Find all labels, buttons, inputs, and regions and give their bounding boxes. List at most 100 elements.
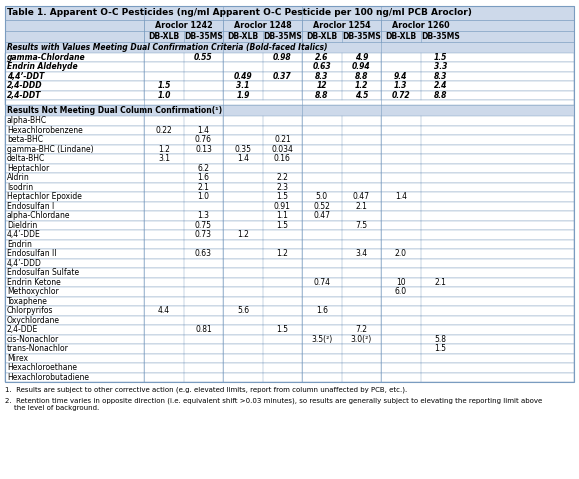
Text: Results Not Meeting Dual Column Confirmation(¹): Results Not Meeting Dual Column Confirma… [7, 106, 222, 115]
Text: beta-BHC: beta-BHC [7, 136, 43, 145]
Text: 0.034: 0.034 [272, 145, 294, 154]
Text: gamma-Chlordane: gamma-Chlordane [7, 53, 86, 62]
Text: 7.5: 7.5 [356, 221, 368, 230]
Text: 2.6: 2.6 [315, 53, 328, 62]
Text: 1.2: 1.2 [237, 230, 249, 240]
Text: Aldrin: Aldrin [7, 173, 30, 182]
Text: 1.5: 1.5 [276, 326, 288, 334]
Text: 1.3: 1.3 [394, 81, 408, 91]
Bar [5, 81, 574, 91]
Text: 0.35: 0.35 [234, 145, 251, 154]
Text: Aroclor 1242: Aroclor 1242 [155, 21, 212, 30]
Text: 9.4: 9.4 [394, 72, 408, 81]
Text: 2,4-DDE: 2,4-DDE [7, 326, 38, 334]
Text: 5.0: 5.0 [316, 193, 328, 202]
Text: 3.0(²): 3.0(²) [351, 335, 372, 344]
Bar [5, 91, 574, 100]
Text: 4,4’-DDT: 4,4’-DDT [7, 72, 45, 81]
Bar [5, 297, 574, 306]
Text: 1.2: 1.2 [158, 145, 170, 154]
Text: 0.63: 0.63 [195, 250, 212, 259]
Text: DB-XLB: DB-XLB [306, 32, 338, 41]
Text: 4,4’-DDD: 4,4’-DDD [7, 259, 42, 268]
Bar [5, 249, 574, 259]
Text: 0.47: 0.47 [313, 212, 331, 220]
Text: Endrin: Endrin [7, 240, 32, 249]
Bar [5, 221, 574, 230]
Text: DB-35MS: DB-35MS [263, 32, 302, 41]
Text: 6.0: 6.0 [395, 287, 407, 297]
Text: 5.8: 5.8 [434, 335, 446, 344]
Text: cis-Nonachlor: cis-Nonachlor [7, 335, 59, 344]
Bar [5, 325, 574, 335]
Text: 8.8: 8.8 [315, 91, 328, 100]
Bar [5, 126, 574, 135]
Text: 12: 12 [317, 81, 327, 91]
Text: 0.13: 0.13 [195, 145, 212, 154]
Text: DB-XLB: DB-XLB [228, 32, 258, 41]
Text: 0.75: 0.75 [195, 221, 212, 230]
Text: 3.1: 3.1 [158, 155, 170, 163]
Text: 4,4’-DDE: 4,4’-DDE [7, 230, 41, 240]
Text: Endosulfan II: Endosulfan II [7, 250, 56, 259]
Text: trans-Nonachlor: trans-Nonachlor [7, 344, 69, 354]
Text: 1.4: 1.4 [237, 155, 249, 163]
Text: Results with Values Meeting Dual Confirmation Criteria (Bold-faced Italics): Results with Values Meeting Dual Confirm… [7, 43, 328, 52]
Text: 0.74: 0.74 [313, 278, 331, 287]
Bar [5, 6, 574, 20]
Text: 2.4: 2.4 [434, 81, 447, 91]
Text: 2.3: 2.3 [276, 183, 288, 192]
Text: 3.3: 3.3 [434, 62, 447, 71]
Text: 1.0: 1.0 [157, 91, 171, 100]
Text: 8.8: 8.8 [434, 91, 447, 100]
Bar [5, 183, 574, 192]
Text: 2.1: 2.1 [434, 278, 446, 287]
Text: 0.63: 0.63 [313, 62, 331, 71]
Text: 4.5: 4.5 [355, 91, 368, 100]
Text: 1.2: 1.2 [355, 81, 368, 91]
Text: 1.9: 1.9 [236, 91, 250, 100]
Text: 1.0: 1.0 [197, 193, 210, 202]
Text: 0.91: 0.91 [274, 202, 291, 211]
Bar [5, 154, 574, 164]
Text: 1.1: 1.1 [276, 212, 288, 220]
Text: 0.47: 0.47 [353, 193, 370, 202]
Text: Hexachlorobutadiene: Hexachlorobutadiene [7, 373, 89, 382]
Text: 0.55: 0.55 [194, 53, 212, 62]
Text: Chlorpyrifos: Chlorpyrifos [7, 307, 53, 316]
Bar [5, 53, 574, 62]
Text: 3.4: 3.4 [356, 250, 368, 259]
Text: Methoxychlor: Methoxychlor [7, 287, 58, 297]
Text: 1.6: 1.6 [197, 173, 210, 182]
Text: 4.4: 4.4 [158, 307, 170, 316]
Text: 1.5: 1.5 [276, 193, 288, 202]
Bar [5, 173, 574, 183]
Text: 0.16: 0.16 [274, 155, 291, 163]
Text: 2.2: 2.2 [276, 173, 288, 182]
Text: DB-35MS: DB-35MS [342, 32, 381, 41]
Bar [5, 100, 574, 105]
Text: 2.0: 2.0 [395, 250, 407, 259]
Text: Hexachlorobenzene: Hexachlorobenzene [7, 126, 83, 135]
Text: 1.4: 1.4 [197, 126, 210, 135]
Text: Mirex: Mirex [7, 354, 28, 363]
Text: 2.  Retention time varies in opposite direction (i.e. equivalent shift >0.03 min: 2. Retention time varies in opposite dir… [5, 397, 542, 411]
Text: Endrin Aldehyde: Endrin Aldehyde [7, 62, 78, 71]
Text: 2.1: 2.1 [197, 183, 210, 192]
Bar [5, 135, 574, 145]
Text: 1.6: 1.6 [316, 307, 328, 316]
Text: 1.5: 1.5 [434, 53, 447, 62]
Text: 0.49: 0.49 [233, 72, 252, 81]
Bar [5, 105, 574, 116]
Bar [5, 259, 574, 268]
Bar [5, 62, 574, 72]
Text: Endrin Ketone: Endrin Ketone [7, 278, 61, 287]
Text: 0.94: 0.94 [352, 62, 371, 71]
Text: 1.  Results are subject to other corrective action (e.g. elevated limits, report: 1. Results are subject to other correcti… [5, 386, 407, 393]
Bar [5, 211, 574, 221]
Text: 0.76: 0.76 [195, 136, 212, 145]
Text: 3.5(²): 3.5(²) [312, 335, 332, 344]
Text: 1.5: 1.5 [434, 344, 446, 354]
Text: 2,4-DDT: 2,4-DDT [7, 91, 42, 100]
Text: Heptachlor Epoxide: Heptachlor Epoxide [7, 193, 82, 202]
